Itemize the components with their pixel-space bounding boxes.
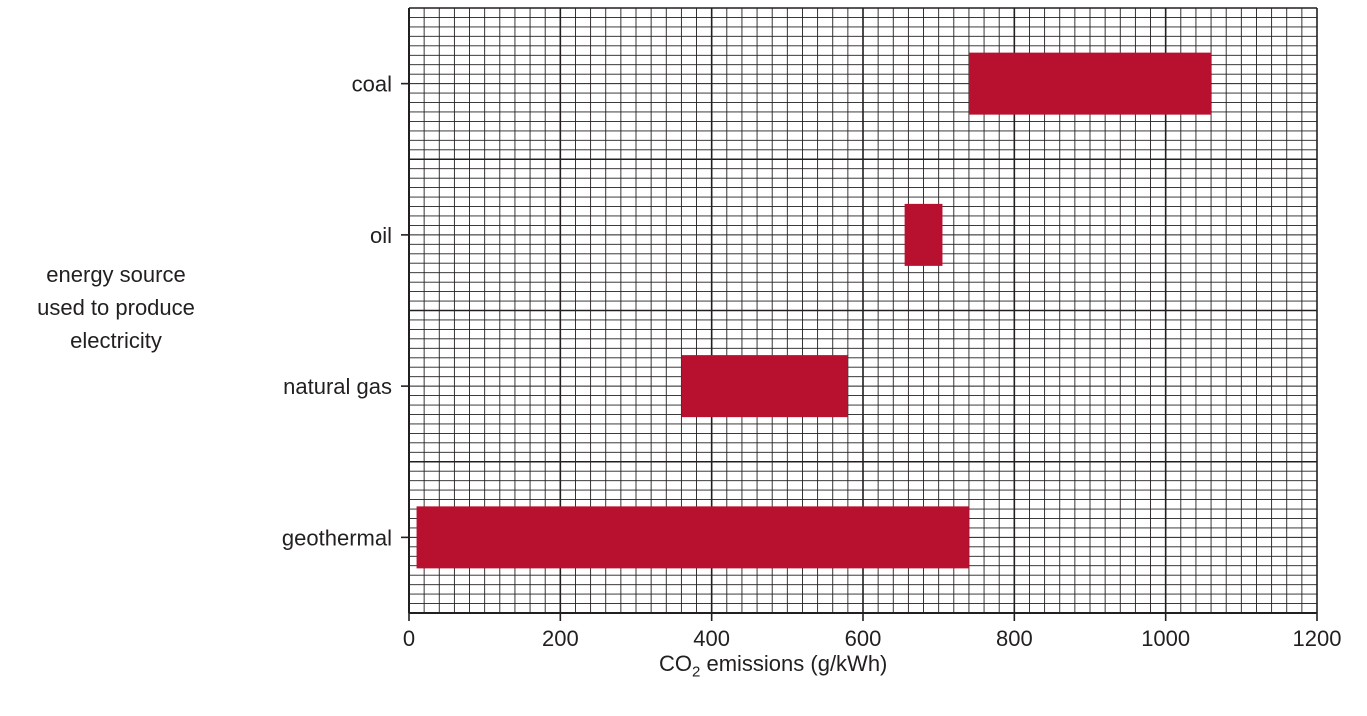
x-axis-label: CO2 emissions (g/kWh) bbox=[659, 651, 887, 680]
x-axis-label-prefix: CO bbox=[659, 651, 692, 676]
x-tick-label: 600 bbox=[845, 626, 882, 651]
y-axis-label-line-3: electricity bbox=[70, 328, 162, 353]
x-tick-label: 1000 bbox=[1141, 626, 1190, 651]
bar-natural-gas bbox=[681, 355, 848, 418]
y-tick-label-natural-gas: natural gas bbox=[283, 374, 392, 399]
x-tick-label: 400 bbox=[693, 626, 730, 651]
y-tick-label-geothermal: geothermal bbox=[282, 525, 392, 550]
y-tick-label-oil: oil bbox=[370, 223, 392, 248]
y-axis-label-line-1: energy source bbox=[46, 262, 186, 287]
tick-labels-group: 0 200 400 600 800 1000 1200 coal oil natural gas g… bbox=[282, 72, 1342, 651]
axes-group bbox=[401, 8, 1318, 621]
x-tick-label: 800 bbox=[996, 626, 1033, 651]
y-tick-label-coal: coal bbox=[352, 72, 392, 97]
bar-oil bbox=[904, 203, 943, 266]
bar-geothermal bbox=[416, 506, 969, 569]
x-tick-label: 200 bbox=[542, 626, 579, 651]
y-axis-label: energy source used to produce electricit… bbox=[0, 258, 232, 357]
x-tick-label: 1200 bbox=[1293, 626, 1342, 651]
y-axis-label-line-2: used to produce bbox=[37, 295, 195, 320]
bar-coal bbox=[968, 52, 1212, 115]
bars-group bbox=[416, 52, 1212, 569]
x-tick-label: 0 bbox=[403, 626, 415, 651]
x-axis-label-suffix: emissions (g/kWh) bbox=[700, 651, 888, 676]
x-axis-label-subscript: 2 bbox=[692, 663, 701, 681]
